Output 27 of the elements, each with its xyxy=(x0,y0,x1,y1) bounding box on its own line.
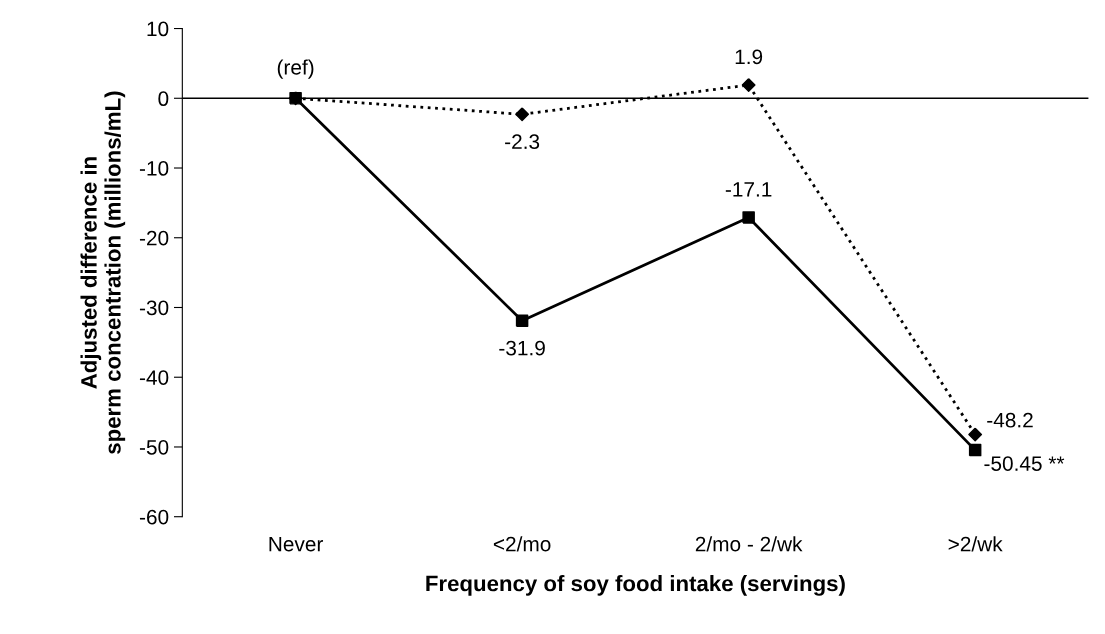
point xyxy=(515,314,529,327)
data-label: -31.9 xyxy=(499,340,545,356)
y-tick-label: 10 xyxy=(147,21,169,37)
x-axis-title: Frequency of soy food intake (servings) xyxy=(426,575,845,596)
point xyxy=(968,443,982,457)
x-tick-label: Never xyxy=(269,536,324,552)
y-axis-title: Adjusted difference in sperm concentration (millions/mL) xyxy=(80,91,126,454)
y-tick-label: 0 xyxy=(158,91,169,107)
data-label: -48.2 xyxy=(987,412,1033,428)
point xyxy=(968,427,983,442)
data-label: -17.1 xyxy=(725,182,772,197)
y-tick-label: -10 xyxy=(139,161,169,176)
x-tick-label: <2/mo xyxy=(493,536,551,552)
y-tick-label: -20 xyxy=(139,230,169,246)
y-tick-label: -50 xyxy=(139,439,169,455)
y-tick-label: -40 xyxy=(139,370,169,385)
point xyxy=(741,78,756,92)
x-tick-label: >2/wk xyxy=(948,536,1003,552)
y-tick-label: -30 xyxy=(139,300,169,316)
point xyxy=(515,107,530,122)
data-label: 1.9 xyxy=(735,49,763,65)
data-label: -2.3 xyxy=(505,134,540,150)
x-tick-label: 2/mo - 2/wk xyxy=(695,536,803,552)
point xyxy=(742,211,755,224)
data-label: (ref) xyxy=(277,59,314,79)
data-label: -50.45 ** xyxy=(984,456,1065,471)
y-tick-label: -60 xyxy=(139,509,169,525)
